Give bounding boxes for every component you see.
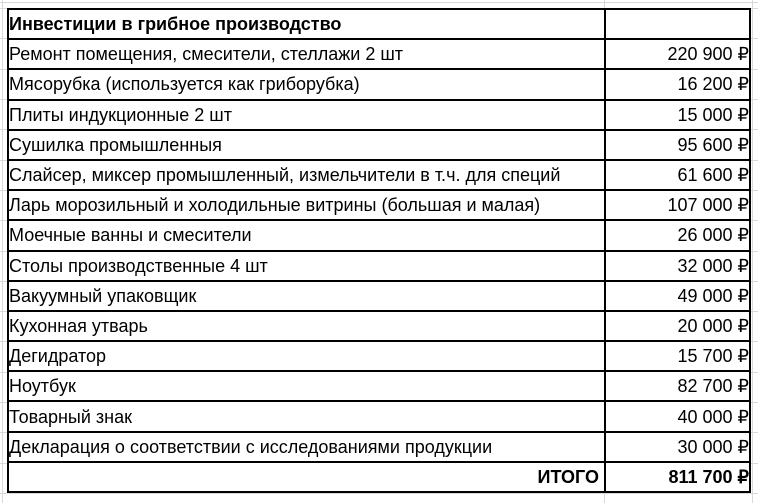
table-row: Сушилка промышленныя95 600 ₽: [8, 130, 750, 160]
table-row: Декларация о соответствии с исследования…: [8, 432, 750, 462]
item-label-cell[interactable]: Кухонная утварь: [8, 311, 605, 341]
table-row: Моечные ванны и смесители26 000 ₽: [8, 220, 750, 250]
item-amount-cell[interactable]: 16 200 ₽: [605, 69, 750, 99]
table-row: Дегидратор15 700 ₽: [8, 341, 750, 371]
item-amount-cell[interactable]: 32 000 ₽: [605, 251, 750, 281]
item-amount-cell[interactable]: 220 900 ₽: [605, 39, 750, 69]
table-row: Товарный знак40 000 ₽: [8, 401, 750, 431]
item-label-cell[interactable]: Плиты индукционные 2 шт: [8, 100, 605, 130]
item-amount-cell[interactable]: 30 000 ₽: [605, 432, 750, 462]
item-amount-cell[interactable]: 15 700 ₽: [605, 341, 750, 371]
table-total-row: ИТОГО 811 700 ₽: [8, 462, 750, 492]
table-row: Кухонная утварь20 000 ₽: [8, 311, 750, 341]
spreadsheet-canvas: Инвестиции в грибное производство Ремонт…: [0, 0, 758, 503]
item-label-cell[interactable]: Дегидратор: [8, 341, 605, 371]
table-row: Вакуумный упаковщик49 000 ₽: [8, 281, 750, 311]
item-amount-cell[interactable]: 61 600 ₽: [605, 160, 750, 190]
item-amount-cell[interactable]: 82 700 ₽: [605, 371, 750, 401]
item-amount-cell[interactable]: 40 000 ₽: [605, 401, 750, 431]
table-title-cell[interactable]: Инвестиции в грибное производство: [8, 9, 605, 39]
item-amount-cell[interactable]: 26 000 ₽: [605, 220, 750, 250]
table-row: Столы производственные 4 шт32 000 ₽: [8, 251, 750, 281]
item-amount-cell[interactable]: 15 000 ₽: [605, 100, 750, 130]
item-label-cell[interactable]: Ремонт помещения, смесители, стеллажи 2 …: [8, 39, 605, 69]
item-amount-cell[interactable]: 107 000 ₽: [605, 190, 750, 220]
table-header-row: Инвестиции в грибное производство: [8, 9, 750, 39]
item-label-cell[interactable]: Столы производственные 4 шт: [8, 251, 605, 281]
item-label-cell[interactable]: Моечные ванны и смесители: [8, 220, 605, 250]
investments-table: Инвестиции в грибное производство Ремонт…: [7, 8, 751, 493]
item-label-cell[interactable]: Декларация о соответствии с исследования…: [8, 432, 605, 462]
total-amount-cell[interactable]: 811 700 ₽: [605, 462, 750, 492]
item-label-cell[interactable]: Ларь морозильный и холодильные витрины (…: [8, 190, 605, 220]
item-label-cell[interactable]: Ноутбук: [8, 371, 605, 401]
table-row: Ларь морозильный и холодильные витрины (…: [8, 190, 750, 220]
item-label-cell[interactable]: Мясорубка (используется как гриборубка): [8, 69, 605, 99]
total-label-cell[interactable]: ИТОГО: [8, 462, 605, 492]
table-row: Плиты индукционные 2 шт15 000 ₽: [8, 100, 750, 130]
table-title-amount-cell[interactable]: [605, 9, 750, 39]
table-row: Ремонт помещения, смесители, стеллажи 2 …: [8, 39, 750, 69]
item-label-cell[interactable]: Вакуумный упаковщик: [8, 281, 605, 311]
item-amount-cell[interactable]: 20 000 ₽: [605, 311, 750, 341]
item-label-cell[interactable]: Товарный знак: [8, 401, 605, 431]
table-row: Ноутбук82 700 ₽: [8, 371, 750, 401]
item-amount-cell[interactable]: 49 000 ₽: [605, 281, 750, 311]
item-amount-cell[interactable]: 95 600 ₽: [605, 130, 750, 160]
table-row: Мясорубка (используется как гриборубка)1…: [8, 69, 750, 99]
item-label-cell[interactable]: Сушилка промышленныя: [8, 130, 605, 160]
table-row: Слайсер, миксер промышленный, измельчите…: [8, 160, 750, 190]
item-label-cell[interactable]: Слайсер, миксер промышленный, измельчите…: [8, 160, 605, 190]
